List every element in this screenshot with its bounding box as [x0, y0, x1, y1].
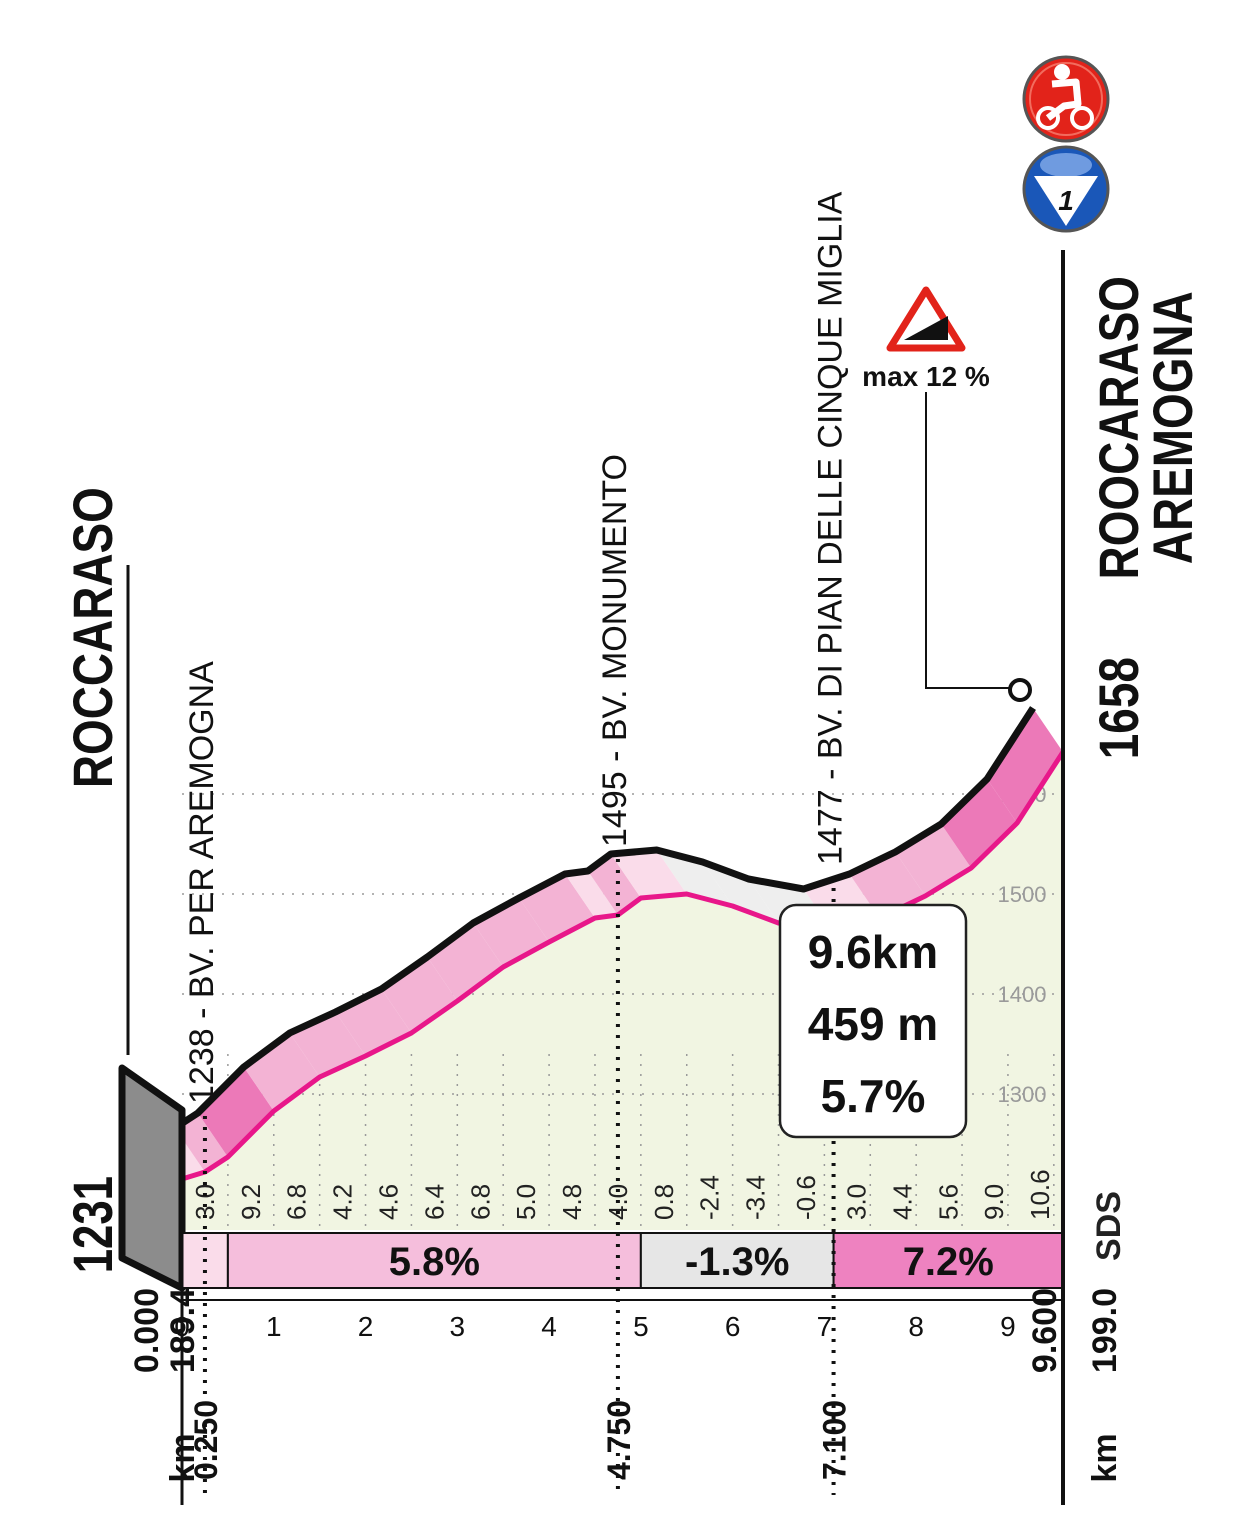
- finish-name-line1: ROOCARASO: [1088, 276, 1150, 579]
- gradient-value: 4.4: [887, 1184, 917, 1220]
- profile-ribbon-segment: [289, 1012, 366, 1077]
- category-badge-icon: 1: [1022, 145, 1110, 233]
- km-tick-label: 2: [358, 1311, 374, 1342]
- waypoint-km-label: 0.250: [188, 1400, 224, 1480]
- altitude-tick-label: 1400: [998, 982, 1047, 1007]
- start-altitude: 1231: [62, 1176, 124, 1273]
- section-bar: [832, 1232, 1065, 1289]
- profile-ribbon-segment: [987, 708, 1063, 823]
- finish-km-total: 199.0: [1086, 1288, 1124, 1373]
- profile-ribbon-segment: [587, 854, 641, 915]
- steep-warning-icon: [886, 286, 966, 352]
- section-gradient-label: 5.8%: [389, 1240, 480, 1284]
- gradient-value: 6.8: [465, 1184, 495, 1220]
- finish-name-line2: AREMOGNA: [1142, 291, 1204, 564]
- gradient-value: 9.0: [979, 1184, 1009, 1220]
- category-number: 1: [1058, 185, 1074, 216]
- km-tick-label: 8: [908, 1311, 924, 1342]
- km-tick-label: 1: [266, 1311, 282, 1342]
- km-tick-label: 3: [450, 1311, 466, 1342]
- profile-ribbon-segment: [656, 850, 733, 906]
- summary-distance: 9.6km: [808, 926, 938, 978]
- finish-altitude: 1658: [1088, 657, 1150, 759]
- section-gradient-label: -1.3%: [685, 1240, 790, 1284]
- gradient-value: 6.8: [282, 1184, 312, 1220]
- gradient-value: 9.2: [236, 1184, 266, 1220]
- max-gradient-leader: [925, 392, 1016, 689]
- altitude-tick-label: 1300: [998, 1082, 1047, 1107]
- profile-ribbon-segment: [243, 1033, 320, 1111]
- profile-ribbon-segment: [702, 862, 779, 923]
- gradient-value: 4.8: [557, 1184, 587, 1220]
- waypoint-label: 1477 - BV. DI PIAN DELLE CINQUE MIGLIA: [812, 191, 850, 865]
- brand-logo: SDS: [1090, 1191, 1128, 1261]
- km-tick-label: 6: [725, 1311, 741, 1342]
- gradient-value: -3.4: [741, 1175, 771, 1220]
- gradient-value: 5.0: [511, 1184, 541, 1220]
- finish-km-unit: km: [1086, 1433, 1124, 1482]
- gradient-value: 4.2: [328, 1184, 358, 1220]
- start-name: ROCCARASO: [62, 487, 124, 788]
- gradient-value: 6.4: [419, 1184, 449, 1220]
- section-bar: [226, 1232, 642, 1289]
- gradient-value: 10.6: [1025, 1169, 1055, 1220]
- max-gradient-marker: [1008, 678, 1032, 702]
- gradient-value: 0.8: [649, 1184, 679, 1220]
- summary-elevation-gain: 459 m: [808, 998, 938, 1050]
- section-gradient-label: 7.2%: [903, 1240, 994, 1284]
- km-tick-label: 4: [541, 1311, 557, 1342]
- cyclist-icon: [1022, 55, 1110, 143]
- waypoint-km-label: 4.750: [601, 1400, 637, 1480]
- waypoint-label: 1495 - BV. MONUMENTO: [596, 454, 634, 847]
- waypoint-km-label: 7.100: [817, 1400, 853, 1480]
- km-tick-label: 7: [817, 1311, 833, 1342]
- max-gradient-label: max 12 %: [862, 361, 990, 392]
- profile-top-line: [150, 706, 1036, 1139]
- gradient-value: -2.4: [695, 1175, 725, 1220]
- gradient-value: 3.0: [190, 1184, 220, 1220]
- section-bar: [639, 1232, 835, 1289]
- profile-ribbon-segment: [564, 871, 618, 918]
- km-tick-label: 5: [633, 1311, 649, 1342]
- altitude-tick-label: 1500: [998, 882, 1047, 907]
- profile-ribbon-segment: [610, 850, 687, 898]
- start-km-partial: 0.000: [128, 1288, 166, 1373]
- summary-box: 9.6km 459 m 5.7%: [778, 903, 968, 1139]
- gradient-value: -0.6: [791, 1175, 821, 1220]
- profile-ribbon-segment: [427, 923, 504, 1001]
- profile-ribbon-segment: [941, 779, 1018, 868]
- profile-ribbon-segment: [197, 1067, 274, 1157]
- summary-average-gradient: 5.7%: [821, 1070, 926, 1122]
- gradient-value: 3.0: [842, 1184, 872, 1220]
- profile-ribbon-segment: [174, 1113, 228, 1172]
- gradient-value: 5.6: [933, 1184, 963, 1220]
- km-tick-label: 9: [1000, 1311, 1016, 1342]
- start-block: [118, 1064, 186, 1292]
- finish-km-partial: 9.600: [1026, 1288, 1064, 1373]
- waypoint-label: 1238 - BV. PER AREMOGNA: [183, 661, 221, 1104]
- gradient-value: 4.6: [373, 1184, 403, 1220]
